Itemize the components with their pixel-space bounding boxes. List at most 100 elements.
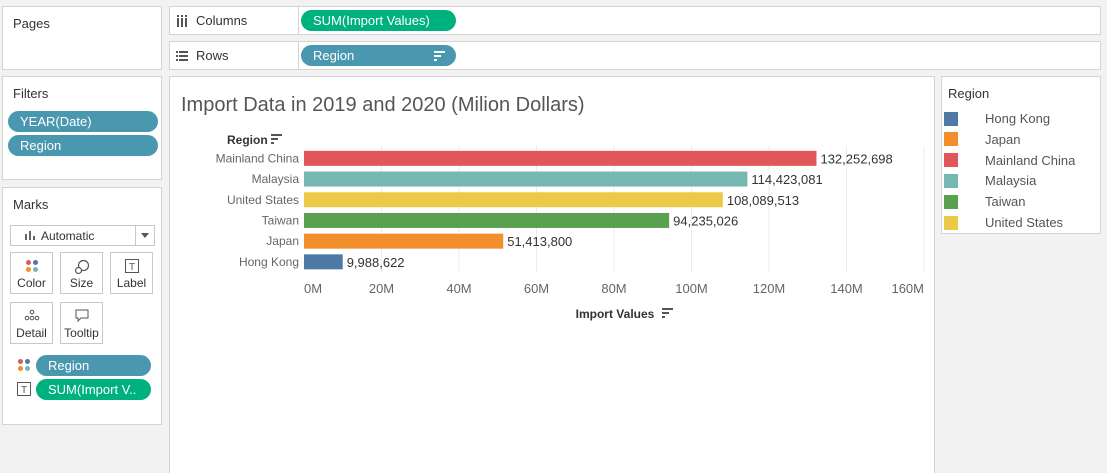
legend-label: United States [985,215,1064,230]
filter-pill-year-date[interactable]: YEAR(Date) [8,111,158,132]
detail-button[interactable]: Detail [10,302,53,344]
color-field-icon [18,359,30,371]
chart-title: Import Data in 2019 and 2020 (Milion Dol… [181,94,585,116]
x-tick-label: 140M [830,281,863,296]
legend-label: Japan [985,131,1021,147]
row-header: Region [227,133,268,147]
legend-label: Hong Kong [985,111,1051,126]
legend-label: Taiwan [985,194,1026,210]
data-label: 51,413,800 [507,234,572,249]
x-tick-label: 60M [524,281,549,296]
category-label: Mainland China [216,151,300,165]
filters-card: Filters YEAR(Date) Region [2,76,162,180]
legend-swatch [944,132,958,147]
detail-button-label: Detail [16,326,47,340]
shelf-divider [298,42,299,70]
data-label: 94,235,026 [673,213,738,228]
mark-type-dropdown[interactable]: Automatic [10,225,155,246]
bar[interactable] [304,150,817,166]
x-tick-label: 160M [891,281,924,296]
size-button[interactable]: Size [60,252,103,294]
category-label: Taiwan [262,213,299,227]
x-tick-label: 120M [753,281,786,296]
tooltip-icon [75,309,88,323]
bar-chart: Import Data in 2019 and 2020 (Milion Dol… [181,94,925,321]
columns-pill-sum-import-values[interactable]: SUM(Import Values) [301,10,456,31]
legend-title: Region [948,86,990,101]
legend-item[interactable]: Mainland China [944,153,1075,168]
legend-swatch [944,111,958,126]
marks-field-region[interactable]: Region [36,355,151,376]
legend-item[interactable]: Hong Kong [944,111,1050,126]
dropdown-divider [135,226,136,245]
rows-label-text: Rows [196,48,229,63]
bar-chart-icon [25,231,35,240]
marks-field-sum-import[interactable]: SUM(Import V.. [36,379,151,400]
size-icon [74,259,89,275]
label-button[interactable]: T Label [110,252,153,294]
color-button[interactable]: Color [10,252,53,294]
x-tick-label: 20M [369,281,394,296]
category-label: Japan [266,234,299,248]
color-button-label: Color [17,276,46,290]
data-label: 108,089,513 [727,193,799,208]
legend-swatch [944,194,958,209]
columns-label: Columns [176,13,247,28]
rows-label: Rows [176,48,229,63]
mark-type-value: Automatic [41,228,95,243]
columns-label-text: Columns [196,13,248,28]
legend-item[interactable]: Taiwan [944,194,1025,209]
rows-pill-region-label: Region [313,48,355,63]
shelf-divider [298,7,299,35]
legend-swatch [944,215,958,230]
category-label: Malaysia [252,172,300,186]
legend-swatch [944,153,958,168]
legend-label: Malaysia [985,173,1037,189]
color-icon [25,260,38,272]
filter-pill-region[interactable]: Region [8,135,158,156]
x-tick-label: 100M [675,281,708,296]
bar[interactable] [304,212,670,228]
data-label: 9,988,622 [347,255,405,270]
legend-item[interactable]: Malaysia [944,173,1036,188]
rows-pill-region[interactable]: Region [301,45,456,66]
columns-shelf[interactable]: Columns SUM(Import Values) [169,6,1101,35]
svg-text:T: T [21,385,27,396]
x-axis-title: Import Values [576,307,655,321]
category-label: Hong Kong [239,255,299,269]
legend-swatch [944,173,958,188]
chart-view: Import Data in 2019 and 2020 (Milion Dol… [169,76,935,473]
rows-shelf[interactable]: Rows Region [169,41,1101,70]
x-tick-label: 40M [446,281,471,296]
legend-item[interactable]: Japan [944,132,1020,147]
bar[interactable] [304,233,504,249]
tooltip-button[interactable]: Tooltip [60,302,103,344]
legend-item[interactable]: United States [944,215,1063,230]
svg-text:T: T [128,262,134,273]
chevron-down-icon [141,233,149,238]
legend-label: Mainland China [985,152,1076,168]
detail-icon [24,309,39,321]
data-label: 132,252,698 [820,151,892,166]
bar[interactable] [304,254,343,270]
label-button-label: Label [116,276,147,290]
sort-icon [271,134,282,144]
text-icon: T [124,259,139,273]
marks-title: Marks [13,197,49,212]
data-label: 114,423,081 [751,172,822,187]
category-label: United States [227,193,299,207]
size-button-label: Size [69,276,94,290]
bar[interactable] [304,192,723,208]
rows-icon [176,50,188,61]
label-field-icon: T [17,382,31,396]
pages-title: Pages [13,16,50,31]
tooltip-button-label: Tooltip [64,326,99,340]
sort-icon [662,308,673,318]
columns-icon [177,14,187,27]
x-tick-label: 0M [304,281,322,296]
x-tick-label: 80M [601,281,626,296]
legend-card: Region [941,76,1101,234]
top-strip [0,0,1107,4]
bar[interactable] [304,171,748,187]
sort-icon [434,51,445,61]
